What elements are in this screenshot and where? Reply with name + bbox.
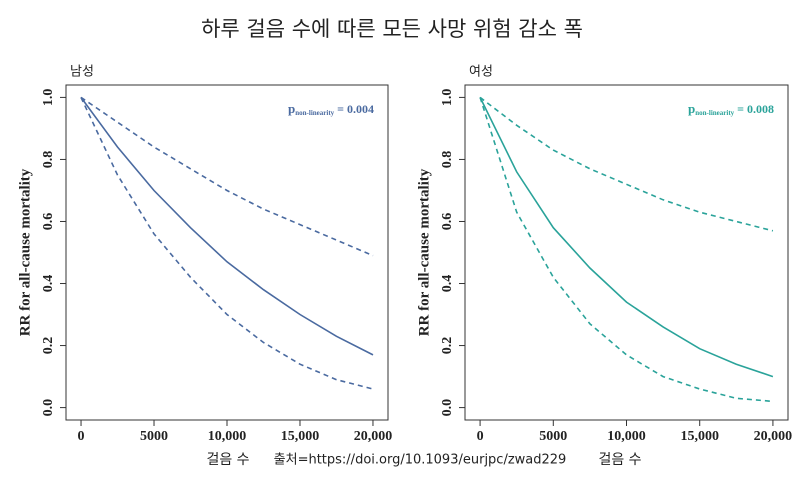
ci-line [479, 97, 773, 403]
ci-line [479, 96, 774, 232]
y-tick-label: 0.0 [41, 399, 56, 417]
y-tick-label: 0.2 [41, 337, 56, 355]
x-tick-label: 0 [78, 429, 85, 444]
plot-frame [65, 84, 389, 421]
chart-title: 하루 걸음 수에 따른 모든 사망 위험 감소 폭 [201, 17, 583, 41]
annotation-p: p [288, 101, 295, 116]
x-axis-label: 걸음 수 [206, 452, 249, 468]
annotation: pnon-linearity = 0.004 [288, 101, 374, 117]
estimate-line [80, 96, 374, 356]
annotation-p: p [688, 101, 695, 116]
x-tick-label: 20,000 [754, 429, 793, 444]
plot-frame [464, 84, 789, 421]
y-tick-label: 0.2 [440, 337, 455, 355]
y-tick-label: 0.4 [440, 275, 455, 293]
x-tick-label: 5000 [140, 429, 168, 444]
x-tick-label: 10,000 [208, 429, 247, 444]
x-tick-label: 15,000 [281, 429, 320, 444]
y-tick-label: 0.8 [41, 151, 56, 169]
annotation-sub: non-linearity [295, 109, 334, 117]
y-tick-label: 0.4 [41, 275, 56, 293]
y-tick-label: 0.8 [440, 151, 455, 169]
source: 출처=https://doi.org/10.1093/eurjpc/zwad22… [274, 453, 567, 468]
x-tick-label: 5000 [539, 429, 567, 444]
x-tick-label: 10,000 [607, 429, 646, 444]
annotation-text: = 0.004 [337, 102, 374, 116]
ci-line [80, 96, 374, 257]
panel-label: 여성 [469, 65, 493, 80]
y-tick-label: 1.0 [41, 89, 56, 107]
annotation-sub: non-linearity [695, 109, 734, 117]
x-tick-label: 15,000 [680, 429, 719, 444]
x-axis-label: 걸음 수 [598, 452, 641, 468]
x-tick-label: 0 [477, 429, 484, 444]
y-tick-label: 0.6 [41, 213, 56, 231]
y-tick-label: 0.0 [440, 399, 455, 417]
annotation-text: = 0.008 [737, 102, 774, 116]
annotation: pnon-linearity = 0.008 [688, 101, 774, 117]
y-axis-label: RR for all-cause mortality [416, 168, 432, 336]
panel-label: 남성 [70, 65, 94, 80]
ci-line [80, 97, 374, 390]
estimate-line [479, 97, 774, 378]
y-axis-label: RR for all-cause mortality [17, 168, 33, 336]
y-tick-label: 0.6 [440, 213, 455, 231]
y-tick-label: 1.0 [440, 89, 455, 107]
x-tick-label: 20,000 [354, 429, 393, 444]
